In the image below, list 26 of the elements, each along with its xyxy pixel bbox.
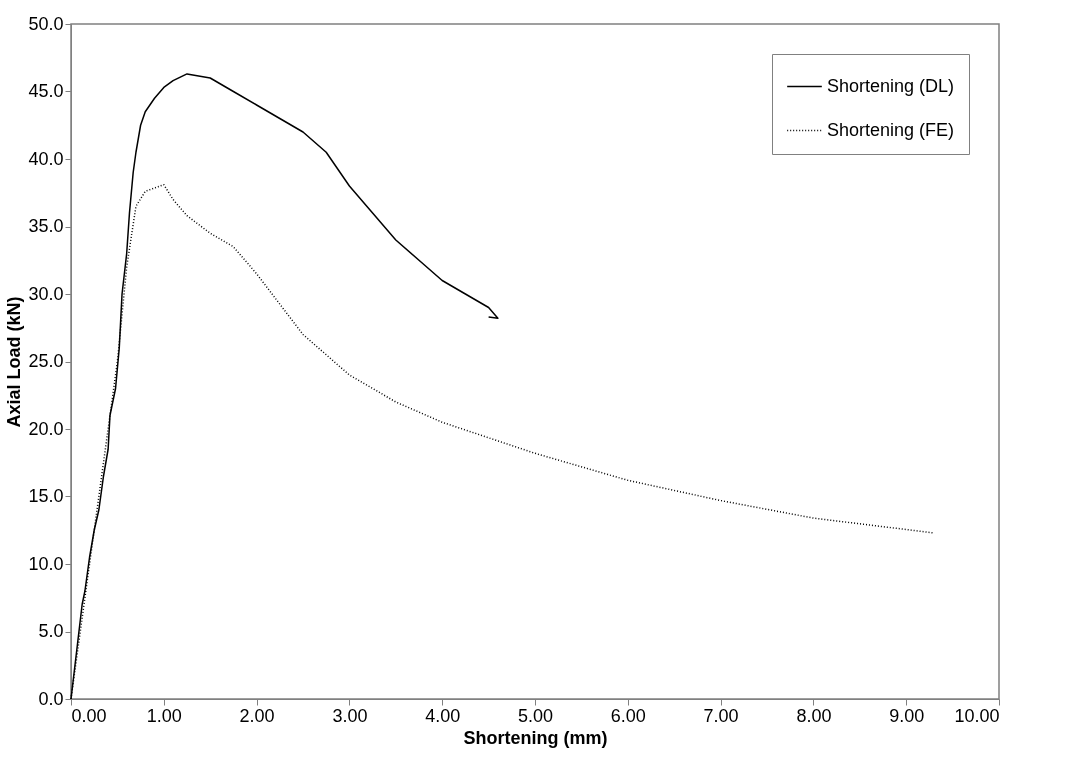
y-tick-label: 10.0 bbox=[28, 553, 64, 574]
x-tick-label: 1.00 bbox=[146, 705, 182, 726]
y-tick-label: 40.0 bbox=[28, 148, 64, 169]
y-tick-label: 25.0 bbox=[28, 351, 64, 371]
x-tick-label: 4.00 bbox=[425, 705, 461, 726]
x-tick-label: 9.00 bbox=[889, 705, 925, 726]
y-tick-label: 50.0 bbox=[28, 13, 64, 34]
x-tick-label: 3.00 bbox=[332, 705, 368, 726]
x-tick-label: 7.00 bbox=[703, 705, 739, 726]
y-tick-label: 45.0 bbox=[28, 81, 64, 101]
y-tick-label: 35.0 bbox=[28, 216, 64, 236]
y-tick-label: 30.0 bbox=[28, 283, 64, 304]
y-tick-label: 20.0 bbox=[28, 418, 64, 439]
x-tick-label: 10.00 bbox=[954, 705, 1000, 726]
y-tick-label: 5.0 bbox=[38, 621, 64, 641]
legend-label: Shortening (FE) bbox=[827, 119, 955, 140]
x-tick-label: 0.00 bbox=[71, 705, 107, 726]
x-tick-label: 8.00 bbox=[796, 705, 832, 726]
x-axis-title: Shortening (mm) bbox=[463, 727, 608, 748]
legend-label: Shortening (DL) bbox=[827, 75, 955, 96]
y-tick-label: 15.0 bbox=[28, 486, 64, 506]
x-tick-label: 5.00 bbox=[517, 705, 554, 726]
x-tick-label: 6.00 bbox=[610, 705, 646, 726]
y-tick-label: 0.0 bbox=[38, 688, 64, 709]
x-tick-label: 2.00 bbox=[239, 705, 275, 726]
y-axis-title: Axial Load (kN) bbox=[4, 296, 25, 428]
